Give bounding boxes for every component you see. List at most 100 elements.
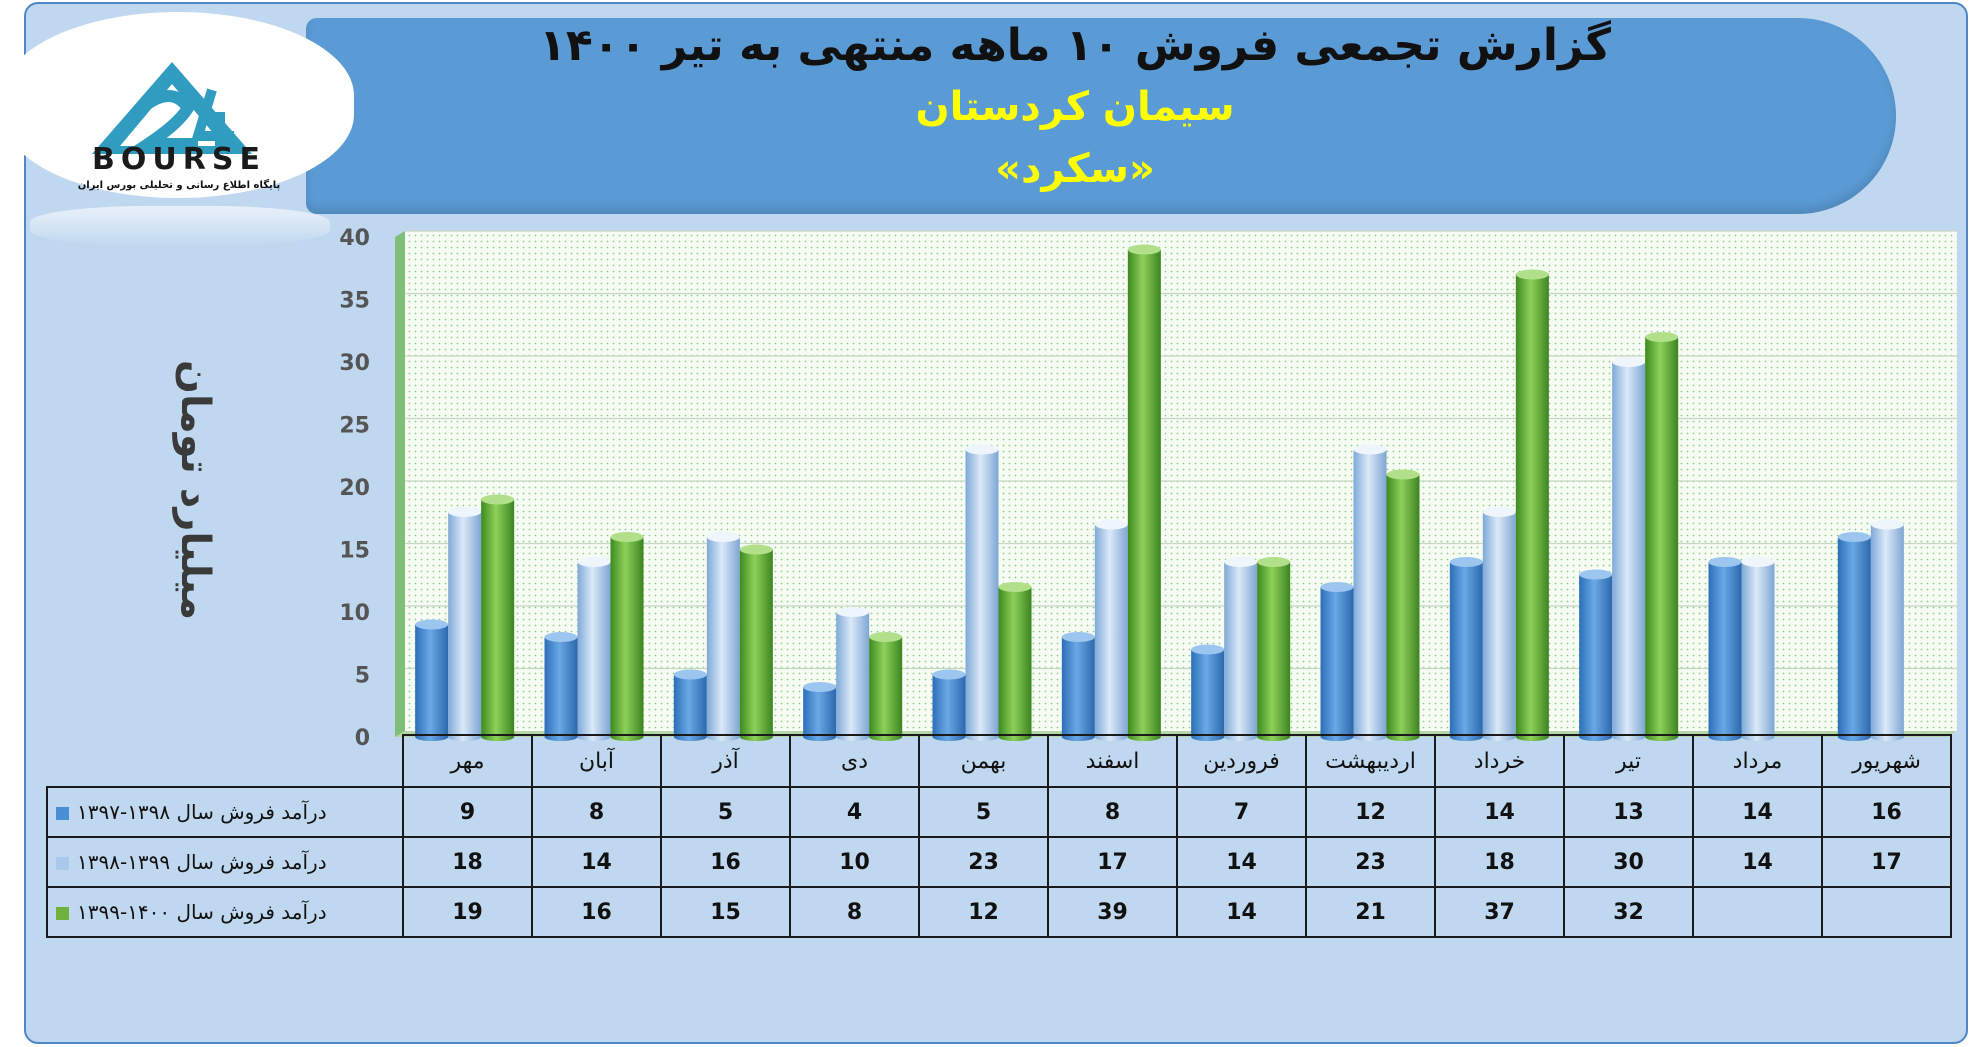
data-value: 37	[1434, 886, 1565, 938]
data-value	[1692, 886, 1823, 938]
bar-series-2	[577, 557, 611, 741]
bar-series-2	[965, 444, 999, 741]
legend-entry: درآمد فروش سال ۱۳۹۸-۱۳۹۷	[46, 786, 404, 838]
bar-series-2	[1870, 519, 1904, 741]
legend-swatch	[56, 907, 69, 920]
bar-series-1	[1061, 632, 1095, 741]
category-label: مهر	[402, 734, 533, 788]
data-value: 32	[1563, 886, 1694, 938]
category-label: تیر	[1563, 734, 1694, 788]
triangle-24-logo-icon	[92, 62, 252, 154]
category-label: فروردین	[1176, 734, 1307, 788]
logo-brand: BOURSE	[92, 142, 266, 177]
bourse-logo: BOURSE پایگاه اطلاع رسانی و تحلیلی بورس …	[2, 12, 354, 198]
category-label: اردیبهشت	[1305, 734, 1436, 788]
y-tick-label: 10	[339, 601, 370, 626]
series-name: درآمد فروش سال ۱۳۹۹-۱۳۹۸	[77, 850, 327, 874]
bar-series-1	[1449, 557, 1483, 741]
y-tick-label: 20	[339, 476, 370, 501]
bar-series-2	[1224, 557, 1258, 741]
data-value: 14	[1434, 786, 1565, 838]
data-value: 14	[531, 836, 662, 888]
data-value: 19	[402, 886, 533, 938]
table-row: درآمد فروش سال ۱۳۹۸-۱۳۹۷ 9 8 5 4 5 8 7 12 14 13 14 1…	[46, 786, 1952, 838]
table-row: درآمد فروش سال ۱۴۰۰-۱۳۹۹ 19 16 15 8 12 39 14 21 3…	[46, 886, 1952, 938]
category-label: دی	[789, 734, 920, 788]
bar-series-1	[1579, 569, 1613, 741]
y-tick-label: 5	[355, 664, 370, 689]
category-row: مهر آبان آذر دی بهمن اسفند فروردین اردیبهشت خردا…	[47, 734, 1952, 788]
bar-series-1	[673, 669, 707, 741]
table-row: درآمد فروش سال ۱۳۹۹-۱۳۹۸ 18 14 16 10 23 17 14 23…	[46, 836, 1952, 888]
logo-reflection	[30, 206, 330, 246]
series-name: درآمد فروش سال ۱۳۹۸-۱۳۹۷	[77, 800, 327, 824]
bar-series-1	[1320, 582, 1354, 741]
data-table: مهر آبان آذر دی بهمن اسفند فروردین اردیبهشت خردا…	[46, 734, 1952, 938]
data-value: 12	[1305, 786, 1436, 838]
data-value: 8	[789, 886, 920, 938]
data-value: 14	[1692, 836, 1823, 888]
plot-side-wall	[395, 231, 405, 737]
table-corner	[47, 735, 403, 787]
category-label: اسفند	[1047, 734, 1178, 788]
ticker-symbol: «سکرد»	[995, 146, 1155, 192]
data-value: 16	[1821, 786, 1952, 838]
bar-series-3	[1257, 557, 1291, 741]
bar-series-3	[1386, 469, 1420, 741]
data-value: 17	[1047, 836, 1178, 888]
category-label: آبان	[531, 734, 662, 788]
data-value: 23	[1305, 836, 1436, 888]
data-value: 16	[531, 886, 662, 938]
logo-tagline: پایگاه اطلاع رسانی و تحلیلی بورس ایران	[77, 180, 281, 191]
category-label: خرداد	[1434, 734, 1565, 788]
y-tick-label: 35	[339, 289, 370, 314]
data-value: 30	[1563, 836, 1694, 888]
bar-series-2	[1482, 507, 1516, 741]
bar-series-2	[836, 607, 870, 741]
chart-title: گزارش تجمعی فروش ۱۰ ماهه منتهی به تیر ۱۴…	[539, 20, 1611, 71]
y-tick-label: 25	[339, 414, 370, 439]
series-name: درآمد فروش سال ۱۴۰۰-۱۳۹۹	[77, 900, 327, 924]
data-value: 21	[1305, 886, 1436, 938]
y-axis-ticks: 0 5 10 15 20 25 30 35 40	[339, 226, 370, 751]
data-value: 18	[402, 836, 533, 888]
category-label: شهریور	[1821, 734, 1952, 788]
y-tick-label: 40	[339, 226, 370, 251]
data-value: 23	[918, 836, 1049, 888]
legend-entry: درآمد فروش سال ۱۳۹۹-۱۳۹۸	[46, 836, 404, 888]
bar-series-2	[706, 532, 740, 741]
data-value: 39	[1047, 886, 1178, 938]
data-value: 18	[1434, 836, 1565, 888]
data-value: 17	[1821, 836, 1952, 888]
data-value: 4	[789, 786, 920, 838]
data-value: 14	[1176, 836, 1307, 888]
legend-entry: درآمد فروش سال ۱۴۰۰-۱۳۹۹	[46, 886, 404, 938]
bar-series-3	[998, 582, 1032, 741]
bar-series-1	[932, 669, 966, 741]
gridlines	[405, 230, 1957, 670]
y-tick-label: 30	[339, 351, 370, 376]
data-value: 9	[402, 786, 533, 838]
data-value: 14	[1692, 786, 1823, 838]
data-value: 13	[1563, 786, 1694, 838]
data-value: 10	[789, 836, 920, 888]
data-value	[1821, 886, 1952, 938]
bar-series-1	[803, 682, 837, 741]
data-value: 14	[1176, 886, 1307, 938]
bar-series-1	[544, 632, 578, 741]
legend-swatch	[56, 807, 69, 820]
y-tick-label: 15	[339, 539, 370, 564]
category-label: آذر	[660, 734, 791, 788]
bar-series-2	[1094, 519, 1128, 741]
bar-series-1	[1708, 557, 1742, 741]
bar-series-3	[739, 544, 773, 741]
bar-series-3	[610, 532, 644, 741]
bar-series-3	[1515, 269, 1549, 741]
bar-series-3	[1127, 244, 1161, 741]
data-value: 5	[660, 786, 791, 838]
bar-series-1	[1191, 644, 1225, 741]
y-axis-label: میلیارد تومان	[172, 359, 218, 621]
data-value: 12	[918, 886, 1049, 938]
data-value: 5	[918, 786, 1049, 838]
bar-series-3	[481, 494, 515, 741]
